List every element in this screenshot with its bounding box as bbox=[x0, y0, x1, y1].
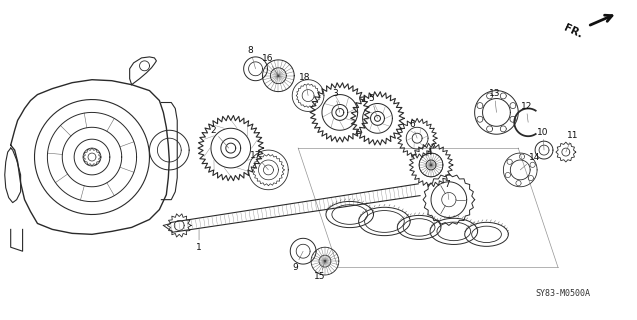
Text: 12: 12 bbox=[520, 102, 532, 122]
Text: 18: 18 bbox=[299, 73, 311, 96]
Text: 17: 17 bbox=[250, 150, 268, 170]
Text: 4: 4 bbox=[426, 148, 432, 165]
Text: 5: 5 bbox=[369, 94, 378, 118]
Text: 13: 13 bbox=[489, 89, 500, 112]
Text: 8: 8 bbox=[248, 46, 255, 69]
Text: 7: 7 bbox=[444, 180, 450, 200]
Text: 2: 2 bbox=[210, 126, 229, 148]
Text: SY83-M0500A: SY83-M0500A bbox=[535, 289, 590, 298]
Text: 1: 1 bbox=[196, 229, 202, 252]
Text: 6: 6 bbox=[410, 120, 417, 138]
Text: 14: 14 bbox=[520, 153, 541, 170]
Text: 11: 11 bbox=[566, 131, 578, 152]
Text: FR.: FR. bbox=[562, 22, 583, 40]
Text: 9: 9 bbox=[292, 251, 303, 272]
Text: 15: 15 bbox=[314, 261, 326, 282]
Text: 16: 16 bbox=[262, 54, 278, 76]
Text: 3: 3 bbox=[332, 89, 340, 112]
Text: 10: 10 bbox=[537, 128, 549, 150]
